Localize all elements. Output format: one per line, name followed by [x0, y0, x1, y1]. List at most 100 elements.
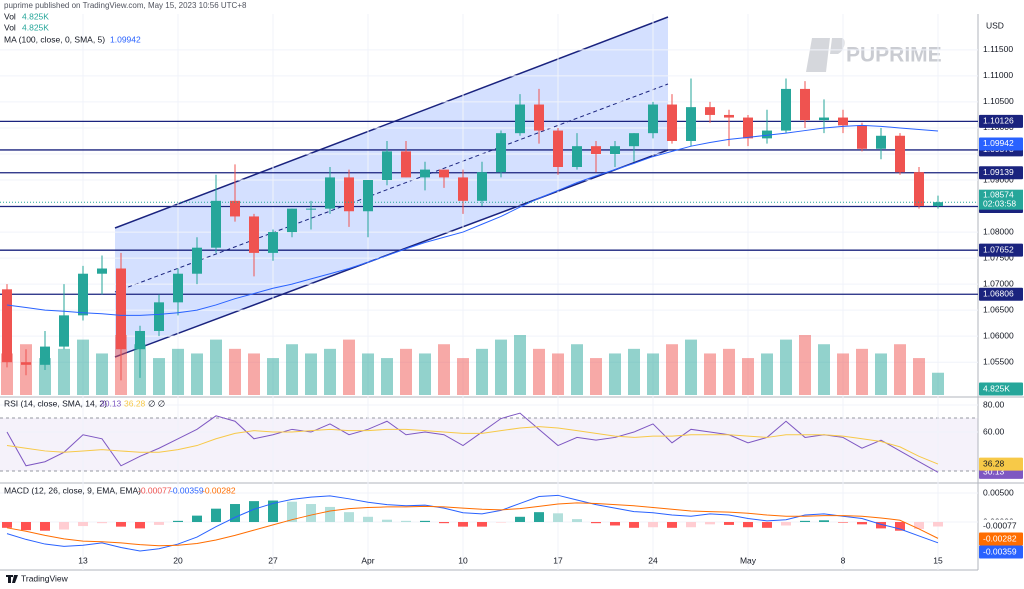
legend-value: 4.825K: [22, 11, 49, 21]
candle-body: [325, 177, 335, 209]
macd-histogram-bar: [116, 522, 126, 527]
macd-histogram-bar: [781, 522, 791, 526]
macd-histogram-bar: [591, 522, 601, 524]
macd-histogram-bar: [173, 520, 183, 523]
volume-bar: [913, 358, 925, 395]
candle-body: [458, 177, 468, 201]
level-badge: 1.09139: [983, 167, 1014, 177]
x-tick-label: 10: [458, 555, 468, 565]
ma-line: [6, 124, 939, 316]
macd-histogram-bar: [534, 512, 544, 523]
volume-bar: [381, 358, 393, 395]
y-tick-label: 1.05500: [983, 356, 1014, 366]
volume-bar: [609, 353, 621, 395]
volume-bar: [400, 348, 412, 395]
macd-histogram-bar: [705, 522, 715, 525]
channel-upper: [114, 16, 669, 229]
level-badge-bg: [979, 166, 1023, 180]
macd-histogram-bar: [249, 501, 259, 523]
x-tick-label: Apr: [361, 555, 374, 565]
volume-bar: [666, 344, 678, 395]
candle-body: [496, 133, 506, 173]
volume-bar: [419, 353, 431, 395]
legend-value: 30.13: [100, 398, 122, 408]
volume-bar: [286, 344, 298, 395]
candle-body: [610, 146, 620, 154]
macd-histogram-bar: [477, 522, 487, 527]
volume-bar: [495, 339, 507, 395]
macd-histogram-bar: [382, 519, 392, 523]
macd-histogram-bar: [762, 522, 772, 528]
volume-bar: [362, 353, 374, 395]
volume-bar: [837, 353, 849, 395]
y-tick-label: 0.00500: [983, 487, 1014, 497]
level-badge: 1.07652: [983, 244, 1014, 254]
candle-body: [78, 273, 88, 316]
candle-body: [743, 117, 753, 139]
volume-bar: [438, 344, 450, 395]
volume-bar: [343, 339, 355, 395]
macd-histogram-bar: [914, 522, 924, 529]
price-badge-bg: [979, 189, 1023, 210]
volume-bar: [305, 353, 317, 395]
candle-body: [477, 172, 487, 201]
candle-body: [97, 268, 107, 274]
candle-body: [914, 172, 924, 207]
macd-histogram-bar: [610, 522, 620, 526]
legend-label: MA (100, close, 0, SMA, 5): [4, 34, 105, 44]
axis-label: USD: [986, 20, 1004, 30]
volume-bar: [248, 353, 260, 395]
footer-logo: [6, 575, 18, 583]
macd-histogram-bar: [686, 522, 696, 528]
macd-histogram-bar: [325, 506, 335, 523]
macd-histogram-bar: [135, 522, 145, 529]
legend-value: 36.28: [124, 398, 146, 408]
macd-badge-bg: [979, 532, 1023, 546]
legend-suffix: ∅ ∅: [148, 398, 166, 408]
countdown: 02:03:58: [983, 198, 1016, 208]
volume-bar: [742, 358, 754, 395]
macd-histogram-bar: [230, 504, 240, 523]
volume-bar: [552, 353, 564, 395]
watermark-text: PUPRIME: [846, 44, 942, 67]
legend-value: 4.825K: [22, 22, 49, 32]
macd-histogram-bar: [401, 520, 411, 523]
candle-body: [287, 208, 297, 233]
candle-body: [515, 104, 525, 134]
volume-badge-bg: [979, 382, 1023, 396]
volume-bar: [324, 348, 336, 395]
overlay: puprime published on TradingView.com, Ma…: [4, 1, 1023, 583]
macd-histogram-bar: [648, 522, 658, 528]
candle-body: [553, 130, 563, 167]
volume-bar: [476, 348, 488, 395]
candle-body: [667, 104, 677, 141]
candle-body: [724, 114, 734, 118]
macd-histogram-bar: [344, 512, 354, 523]
legend-label: Vol: [4, 11, 16, 21]
legend-value: -0.00077: [138, 485, 172, 495]
volume-bar: [685, 339, 697, 395]
candle-body: [230, 200, 240, 217]
macd-badge-bg: [979, 545, 1023, 559]
candle-body: [116, 268, 126, 350]
volume-bar: [780, 339, 792, 395]
volume-bar: [514, 335, 526, 395]
volume-bar: [153, 358, 165, 395]
candle-body: [363, 180, 373, 212]
volume-bar: [229, 348, 241, 395]
macd-histogram-bar: [363, 516, 373, 523]
watermark-logo: [806, 38, 845, 72]
volume-badge: 4.825K: [983, 383, 1010, 393]
candle-body: [933, 202, 943, 207]
macd-histogram-bar: [629, 522, 639, 528]
volume-bar: [875, 353, 887, 395]
candle-body: [268, 232, 278, 253]
ma-badge: 1.09942: [983, 138, 1014, 148]
level-badge: 1.06806: [983, 288, 1014, 298]
level-badge-bg: [979, 114, 1023, 128]
candle-body: [21, 362, 31, 365]
rsi-badge: 30.13: [983, 467, 1005, 477]
y-tick-label: 1.06500: [983, 304, 1014, 314]
volume-bar: [77, 339, 89, 395]
